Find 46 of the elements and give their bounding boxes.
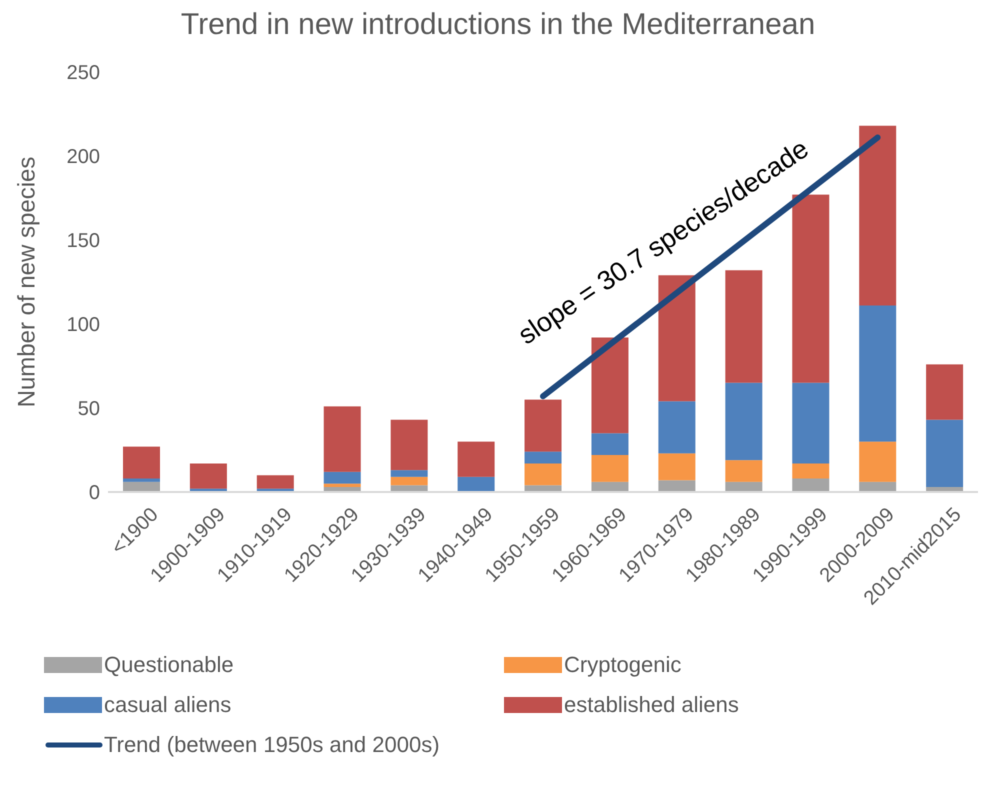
bar (725, 270, 762, 383)
legend-label: Questionable (104, 652, 234, 678)
bar (725, 382, 762, 460)
bar (190, 463, 227, 489)
bar (792, 382, 830, 464)
y-tick-label: 50 (78, 398, 100, 420)
bar (725, 460, 762, 482)
bar (458, 442, 495, 477)
bar (658, 401, 696, 454)
y-tick-label: 150 (66, 230, 100, 252)
bar (123, 478, 160, 482)
bar (324, 484, 361, 487)
legend-label: established aliens (564, 692, 739, 718)
y-tick-label: 250 (66, 62, 100, 84)
y-tick-label: 200 (66, 146, 100, 168)
y-tick-label: 0 (88, 482, 100, 504)
bar (658, 453, 696, 480)
bar (591, 337, 628, 434)
y-tick-label: 100 (66, 314, 100, 336)
bar (859, 126, 896, 306)
bar (658, 275, 696, 402)
bar (390, 470, 428, 477)
bar (524, 400, 562, 452)
legend-label: casual aliens (104, 692, 232, 718)
bar (256, 475, 294, 489)
bar (792, 463, 830, 479)
bar (926, 420, 964, 487)
bar (658, 480, 696, 492)
legend-label: Cryptogenic (564, 652, 682, 678)
bar (324, 406, 361, 472)
bar (859, 306, 896, 442)
bar (390, 476, 428, 486)
bar (524, 452, 562, 464)
bar (591, 455, 628, 482)
bar (524, 463, 562, 486)
bar (859, 442, 896, 482)
chart-title: Trend in new introductions in the Mediterranean (180, 8, 816, 43)
bar (792, 478, 830, 492)
y-axis-title: Number of new species (14, 156, 41, 408)
bar (123, 446, 160, 479)
bar (926, 364, 964, 420)
bar (324, 472, 361, 484)
bar (591, 433, 628, 456)
bar (390, 420, 428, 470)
bar (458, 476, 495, 492)
legend-label: Trend (between 1950s and 2000s) (104, 732, 440, 758)
